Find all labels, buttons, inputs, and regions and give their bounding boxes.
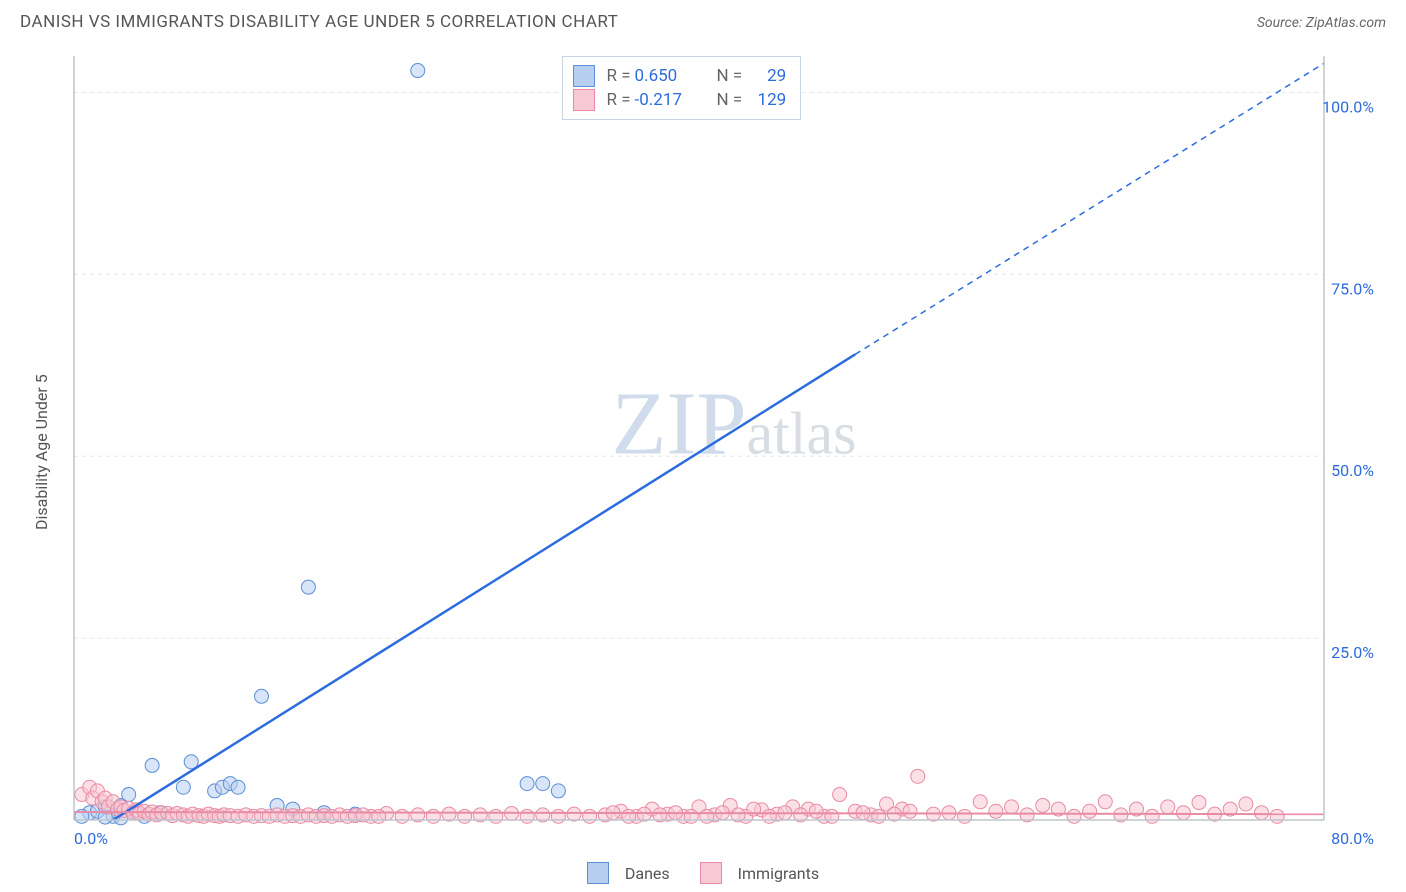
series-danes [75,64,566,825]
r-value: -0.217 [635,90,703,110]
svg-text:ZIPatlas: ZIPatlas [612,374,857,473]
legend-swatch [700,862,722,884]
source-credit: Source: ZipAtlas.com [1257,15,1386,31]
legend-item: Immigrants [700,862,819,884]
header: DANISH VS IMMIGRANTS DISABILITY AGE UNDE… [0,0,1406,40]
svg-text:25.0%: 25.0% [1331,643,1374,662]
series-legend: Danes Immigrants [0,862,1406,884]
correlation-row: R = -0.217N = 129 [573,89,787,111]
legend-item: Danes [587,862,670,884]
svg-text:0.0%: 0.0% [74,829,108,848]
n-value: 129 [746,90,786,110]
legend-swatch [587,862,609,884]
correlation-row: R = 0.650N = 29 [573,65,787,87]
legend-swatch [573,89,595,111]
correlation-legend: R = 0.650N = 29R = -0.217N = 129 [562,56,802,120]
chart-title: DANISH VS IMMIGRANTS DISABILITY AGE UNDE… [20,12,618,32]
chart-area: ZIPatlas 25.0% 50.0% 75.0% 100.0% 0.0% 80.0% D… [18,48,1388,852]
svg-text:75.0%: 75.0% [1331,279,1374,298]
svg-text:80.0%: 80.0% [1331,829,1374,848]
legend-label: Immigrants [738,864,819,883]
source-name: ZipAtlas.com [1306,15,1386,31]
legend-label: Danes [625,864,670,883]
svg-text:100.0%: 100.0% [1322,97,1374,116]
scatter-chart: ZIPatlas 25.0% 50.0% 75.0% 100.0% 0.0% 80.0% [18,48,1388,852]
y-axis-title: Disability Age Under 5 [32,374,51,530]
r-value: 0.650 [635,66,703,86]
svg-text:50.0%: 50.0% [1331,461,1374,480]
n-value: 29 [746,66,786,86]
source-prefix: Source: [1257,15,1306,31]
legend-swatch [573,65,595,87]
series-immigrants [75,769,1284,823]
